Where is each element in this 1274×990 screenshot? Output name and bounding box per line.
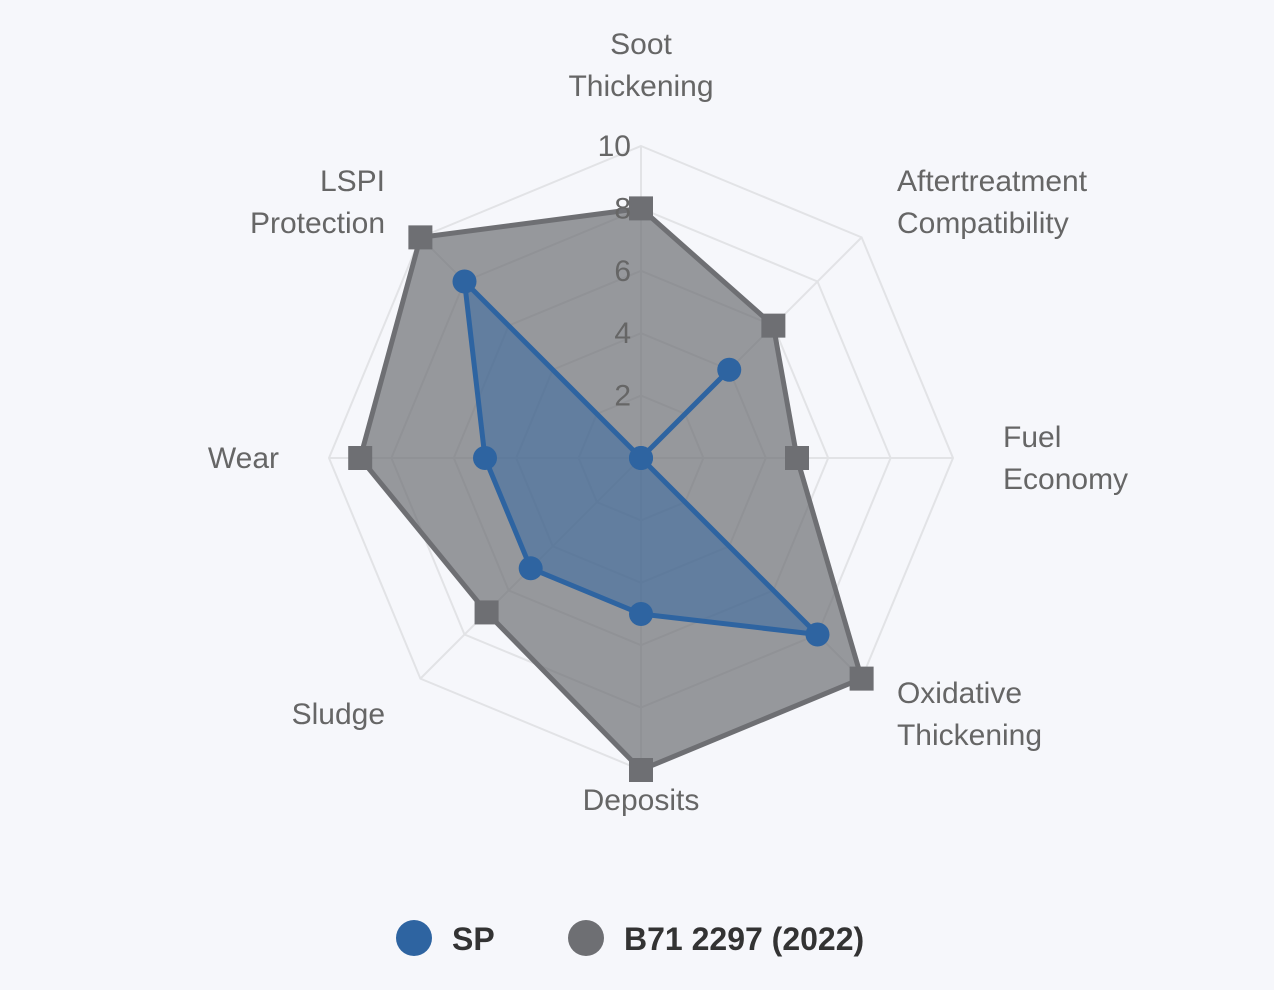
radar-axis-labels: Soot Thickening Aftertreatment Compatibilit… (208, 28, 1128, 817)
axis-label-fuel-economy: Fuel Economy (1003, 421, 1128, 496)
legend-marker (396, 920, 432, 956)
data-point-b71-2297-2022-deposits[interactable] (629, 758, 653, 782)
tick-label-10: 10 (598, 130, 631, 163)
data-point-b71-2297-2022-aftertreatment-compatibility[interactable] (761, 313, 786, 338)
data-point-sp-deposits[interactable] (629, 602, 653, 626)
data-point-sp-wear[interactable] (473, 446, 497, 470)
data-point-sp-aftertreatment-compatibility[interactable] (717, 357, 742, 382)
axis-label-lspi-protection: LSPI Protection (250, 165, 385, 240)
legend-item-b71-2297-2022[interactable]: B71 2297 (2022) (568, 920, 864, 957)
data-point-b71-2297-2022-fuel-economy[interactable] (785, 446, 809, 470)
axis-label-oxidative-thickening: Oxidative Thickening (897, 677, 1042, 752)
data-point-sp-sludge[interactable] (518, 556, 543, 581)
tick-label-4: 4 (614, 317, 631, 350)
data-point-sp-fuel-economy[interactable] (629, 446, 653, 470)
axis-label-wear: Wear (208, 442, 279, 475)
data-point-b71-2297-2022-lspi-protection[interactable] (408, 225, 433, 250)
data-point-sp-oxidative-thickening[interactable] (805, 622, 830, 647)
tick-label-6: 6 (614, 255, 631, 288)
axis-label-deposits: Deposits (583, 784, 700, 817)
data-point-b71-2297-2022-oxidative-thickening[interactable] (849, 666, 874, 691)
tick-label-8: 8 (614, 192, 631, 225)
data-point-b71-2297-2022-wear[interactable] (348, 446, 373, 470)
axis-label-soot-thickening: Soot Thickening (568, 28, 713, 103)
legend-label: SP (452, 921, 495, 957)
legend-marker (568, 920, 604, 956)
data-point-sp-lspi-protection[interactable] (452, 269, 477, 294)
radar-tick-labels: 2 4 6 8 10 (598, 130, 631, 413)
legend-label: B71 2297 (2022) (624, 921, 864, 957)
data-point-b71-2297-2022-sludge[interactable] (474, 600, 499, 625)
data-point-b71-2297-2022-soot-thickening[interactable] (629, 196, 653, 221)
legend-item-sp[interactable]: SP (396, 920, 495, 957)
axis-label-aftertreatment-compatibility: Aftertreatment Compatibility (897, 165, 1088, 240)
tick-label-2: 2 (614, 380, 631, 413)
radar-series (348, 196, 874, 782)
legend[interactable]: SP B71 2297 (2022) (396, 920, 864, 957)
axis-label-sludge: Sludge (292, 698, 385, 731)
